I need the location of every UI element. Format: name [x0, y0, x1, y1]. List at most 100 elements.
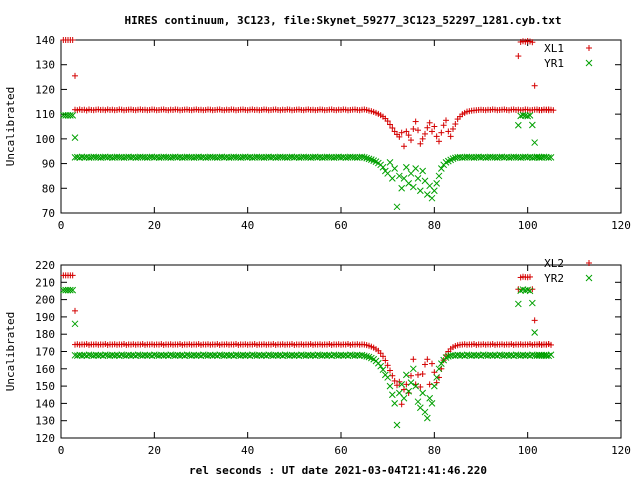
data-point: [433, 374, 441, 381]
y-tick-label: 140: [35, 34, 55, 47]
data-point: [415, 371, 421, 378]
data-point: [429, 128, 435, 135]
x-tick-label: 20: [148, 219, 161, 232]
data-point: [401, 386, 407, 393]
data-point: [391, 377, 398, 384]
x-tick-label: 20: [148, 444, 161, 457]
data-point: [515, 286, 522, 293]
series-yr2: [59, 286, 555, 429]
data-point: [447, 133, 454, 140]
data-point: [409, 183, 417, 191]
data-point: [386, 382, 394, 390]
data-point: [452, 121, 459, 128]
data-point: [391, 165, 399, 172]
x-tick-label: 120: [611, 444, 631, 457]
data-point: [416, 187, 424, 195]
data-point: [431, 123, 438, 130]
data-point: [71, 134, 79, 141]
data-point: [69, 286, 77, 294]
data-point: [548, 341, 554, 348]
data-point: [405, 179, 413, 187]
legend-label: YR1: [544, 57, 564, 70]
data-point: [437, 165, 445, 172]
data-point: [430, 187, 438, 195]
data-point: [431, 369, 438, 376]
data-point: [408, 137, 414, 144]
y-tick-label: 130: [35, 59, 55, 72]
data-point: [377, 362, 385, 370]
data-point: [424, 124, 431, 131]
data-point: [433, 179, 441, 187]
x-tick-label: 40: [241, 219, 254, 232]
data-point: [66, 286, 74, 294]
data-point: [417, 140, 424, 147]
data-point: [394, 382, 400, 389]
data-point: [515, 53, 522, 60]
series-yr1: [59, 111, 555, 211]
y-tick-label: 160: [35, 363, 55, 376]
data-point: [438, 129, 445, 136]
data-point: [415, 127, 421, 134]
data-point: [69, 272, 76, 279]
legend-marker: [585, 59, 593, 67]
data-point: [363, 352, 371, 360]
legend-marker: [585, 274, 593, 282]
x-tick-label: 60: [334, 219, 347, 232]
data-point: [391, 400, 399, 407]
data-point: [410, 125, 417, 132]
y-tick-label: 150: [35, 380, 55, 393]
data-point: [401, 143, 407, 150]
data-point: [389, 124, 396, 131]
x-tick-label: 100: [518, 444, 538, 457]
data-point: [430, 382, 438, 390]
data-point: [440, 122, 447, 129]
data-point: [528, 121, 536, 129]
data-point: [526, 287, 534, 295]
data-point: [379, 366, 387, 374]
data-point: [384, 374, 392, 381]
data-point: [426, 119, 433, 126]
data-point: [527, 273, 533, 280]
data-point: [450, 125, 456, 132]
data-point: [531, 317, 538, 324]
data-point: [405, 387, 413, 395]
y-tick-label: 140: [35, 397, 55, 410]
data-point: [524, 112, 532, 120]
data-point: [398, 129, 405, 136]
y-tick-label: 110: [35, 108, 55, 121]
legend-label: XL2: [544, 257, 564, 270]
data-point: [436, 138, 442, 145]
data-point: [423, 414, 431, 422]
data-point: [433, 379, 440, 386]
data-point: [395, 172, 403, 180]
data-point: [426, 394, 434, 402]
legend-marker: [586, 45, 592, 51]
x-tick-label: 60: [334, 444, 347, 457]
data-point: [69, 37, 76, 43]
data-point: [417, 383, 424, 390]
data-point: [403, 381, 410, 388]
data-point: [421, 408, 429, 416]
data-point: [419, 167, 427, 175]
data-point: [428, 194, 436, 202]
data-point: [514, 121, 522, 129]
data-point: [428, 400, 436, 407]
data-point: [547, 154, 555, 161]
data-point: [548, 106, 554, 113]
y-tick-label: 120: [35, 83, 55, 96]
x-tick-label: 80: [428, 444, 441, 457]
legend-marker: [586, 260, 592, 266]
data-point: [422, 130, 428, 137]
data-point: [435, 172, 443, 180]
chart-title: HIRES continuum, 3C123, file:Skynet_5927…: [124, 14, 561, 27]
series-xl1: [60, 37, 557, 150]
x-tick-label: 0: [58, 219, 65, 232]
bottom-panel: 0 20 40 60 80 100 120 120 130 140 150 160 170 180 190 2…: [4, 257, 631, 457]
data-point: [365, 155, 373, 163]
data-point: [412, 165, 420, 172]
x-tick-label: 40: [241, 444, 254, 457]
data-point: [531, 329, 539, 336]
y-tick-label: 170: [35, 346, 55, 359]
data-point: [403, 128, 410, 135]
y-tick-label: 200: [35, 294, 55, 307]
